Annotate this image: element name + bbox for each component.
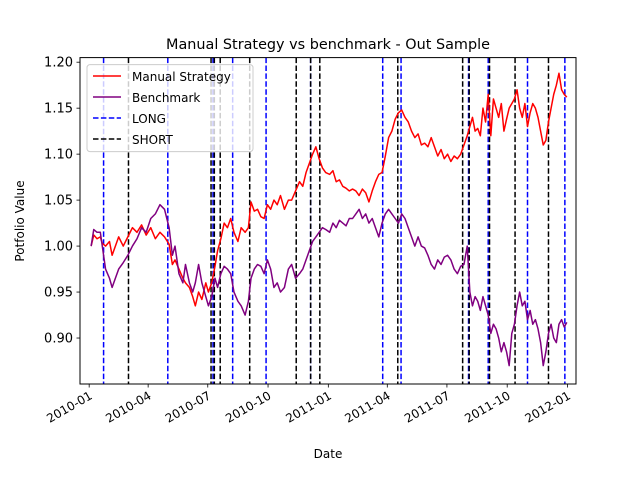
legend-label-long: LONG — [132, 112, 166, 126]
manual-strategy-line — [90, 72, 568, 307]
y-tick-label: 1.20 — [44, 56, 73, 71]
x-axis-label: Date — [314, 447, 343, 461]
chart-title: Manual Strategy vs benchmark - Out Sampl… — [166, 37, 490, 53]
y-axis-label: Potfolio Value — [13, 180, 27, 261]
y-tick-label: 0.90 — [44, 332, 73, 347]
legend: Manual Strategy Benchmark LONG SHORT — [86, 64, 254, 153]
legend-label-manual-strategy: Manual Strategy — [132, 70, 231, 84]
y-tick-label: 1.10 — [44, 148, 73, 163]
legend-label-short: SHORT — [132, 133, 174, 147]
legend-box — [86, 64, 254, 153]
y-tick-label: 1.05 — [44, 194, 73, 209]
series-lines — [90, 72, 568, 367]
legend-label-benchmark: Benchmark — [132, 91, 200, 105]
y-tick-label: 1.00 — [44, 240, 73, 255]
benchmark-line — [90, 203, 568, 367]
y-tick-label: 0.95 — [44, 286, 73, 301]
y-axis: 0.90 0.95 1.00 1.05 1.10 1.15 1.20 — [44, 56, 80, 347]
y-tick-label: 1.15 — [44, 102, 73, 117]
